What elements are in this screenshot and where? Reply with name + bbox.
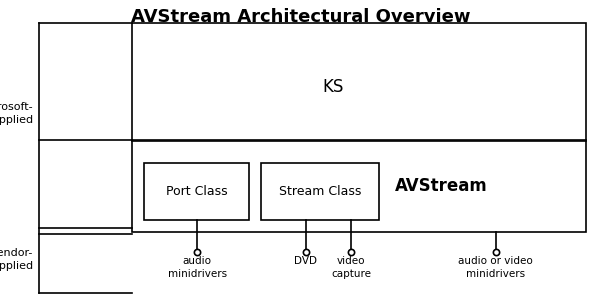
Bar (132, 140, 586, 232)
Bar (132, 23, 586, 141)
Text: video
capture: video capture (331, 256, 371, 279)
Text: DVD: DVD (294, 256, 317, 266)
Text: KS: KS (323, 79, 344, 96)
Text: Microsoft-
supplied: Microsoft- supplied (0, 103, 33, 125)
Text: audio
minidrivers: audio minidrivers (168, 256, 227, 279)
Text: Port Class: Port Class (166, 185, 228, 198)
Bar (261, 163, 379, 220)
Text: audio or video
minidrivers: audio or video minidrivers (459, 256, 533, 279)
Text: vendor-
supplied: vendor- supplied (0, 248, 33, 270)
Text: AVStream: AVStream (395, 177, 488, 195)
Text: AVStream Architectural Overview: AVStream Architectural Overview (131, 8, 470, 26)
Bar (144, 163, 249, 220)
Text: Stream Class: Stream Class (279, 185, 361, 198)
